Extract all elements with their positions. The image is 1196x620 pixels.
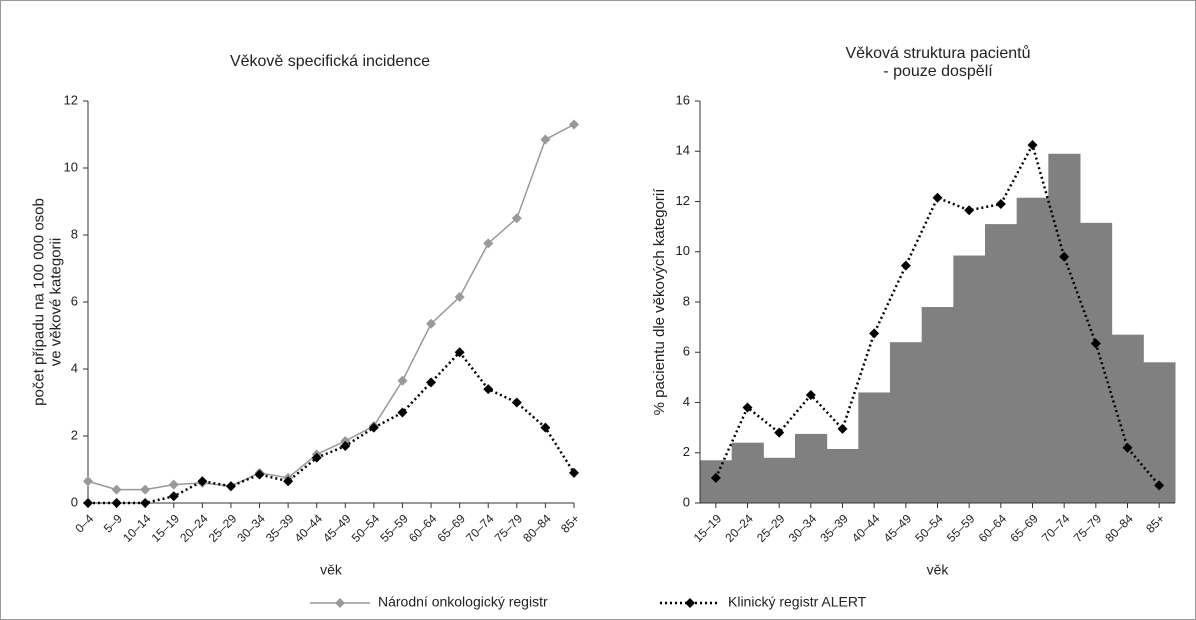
y-tick-label: 16: [676, 92, 690, 107]
data-point: [540, 422, 551, 433]
data-point: [511, 213, 522, 224]
data-point: [1122, 442, 1133, 453]
bar: [1111, 334, 1144, 503]
data-point: [742, 402, 753, 413]
data-point: [283, 476, 294, 487]
bar: [826, 448, 859, 503]
data-point: [426, 318, 437, 329]
data-point: [311, 452, 322, 463]
data-point: [340, 441, 351, 452]
y-tick-label: 8: [683, 293, 690, 308]
data-point: [140, 498, 151, 508]
data-point: [1027, 139, 1038, 150]
y-tick-label: 8: [71, 226, 78, 241]
data-point: [397, 407, 408, 418]
y-tick-label: 2: [683, 444, 690, 459]
data-point: [340, 436, 351, 447]
chart-title: Věková struktura pacientů: [846, 44, 1031, 62]
data-point: [869, 328, 880, 339]
data-point: [454, 347, 465, 358]
bar: [921, 307, 954, 503]
data-point: [540, 134, 551, 145]
data-point: [197, 476, 208, 487]
y-tick-label: 6: [683, 344, 690, 359]
data-point: [1090, 338, 1101, 349]
y-axis-label: ve věkové kategorii: [47, 238, 64, 366]
x-axis-label: věk: [927, 562, 950, 578]
bar: [953, 255, 986, 503]
chart-title: Věkově specifická incidence: [230, 53, 430, 70]
y-tick-label: 4: [683, 394, 690, 409]
data-point: [140, 484, 151, 495]
y-tick-label: 14: [676, 143, 690, 158]
data-point: [83, 476, 93, 487]
y-tick-label: 10: [676, 243, 690, 258]
data-point: [569, 119, 579, 130]
y-axis-label: počet případu na 100 000 osob: [30, 198, 47, 406]
legend-label: Národní onkologický registr: [378, 594, 548, 610]
legend-marker: [335, 598, 345, 608]
data-point: [254, 469, 265, 480]
data-point: [1154, 480, 1165, 491]
bar: [890, 342, 923, 503]
data-point: [368, 422, 379, 433]
legend-marker: [685, 598, 695, 608]
data-point: [483, 384, 494, 395]
y-tick-label: 0: [71, 494, 78, 509]
legend-label: Klinický registr ALERT: [728, 594, 867, 610]
bar: [1016, 197, 1049, 503]
data-point: [83, 498, 93, 508]
data-point: [710, 472, 721, 483]
data-point: [805, 389, 816, 400]
data-point: [225, 481, 236, 492]
series-line: [87, 123, 575, 491]
y-tick-label: 10: [64, 159, 78, 174]
y-tick-label: 6: [71, 293, 78, 308]
y-tick-label: 0: [683, 494, 690, 509]
data-point: [837, 423, 848, 434]
bar: [795, 433, 828, 503]
data-point: [168, 479, 179, 490]
data-point: [454, 291, 465, 302]
bar: [985, 224, 1018, 504]
data-point: [426, 377, 437, 388]
series-line: [88, 350, 576, 505]
y-tick-label: 12: [64, 92, 78, 107]
data-point: [1059, 251, 1070, 262]
data-point: [397, 375, 408, 386]
chart-title: - pouze dospělí: [883, 63, 993, 80]
data-point: [774, 427, 785, 438]
data-point: [511, 397, 522, 408]
data-point: [111, 498, 122, 508]
bar: [1143, 362, 1176, 503]
x-axis-label: věk: [320, 562, 343, 578]
data-point: [900, 260, 911, 271]
bar: [731, 442, 764, 503]
y-tick-label: 4: [71, 360, 78, 375]
data-point: [932, 192, 943, 203]
data-point: [569, 467, 579, 478]
data-point: [168, 491, 179, 502]
y-axis-label: % pacientu dle věkových kategorií: [651, 188, 668, 416]
bar: [858, 392, 891, 503]
data-point: [995, 199, 1006, 210]
data-point: [483, 238, 494, 249]
y-tick-label: 12: [676, 193, 690, 208]
bar: [1048, 153, 1081, 503]
bar: [1080, 222, 1113, 503]
data-point: [111, 484, 122, 495]
bar: [763, 457, 796, 503]
y-tick-label: 2: [71, 427, 78, 442]
data-point: [964, 205, 975, 216]
